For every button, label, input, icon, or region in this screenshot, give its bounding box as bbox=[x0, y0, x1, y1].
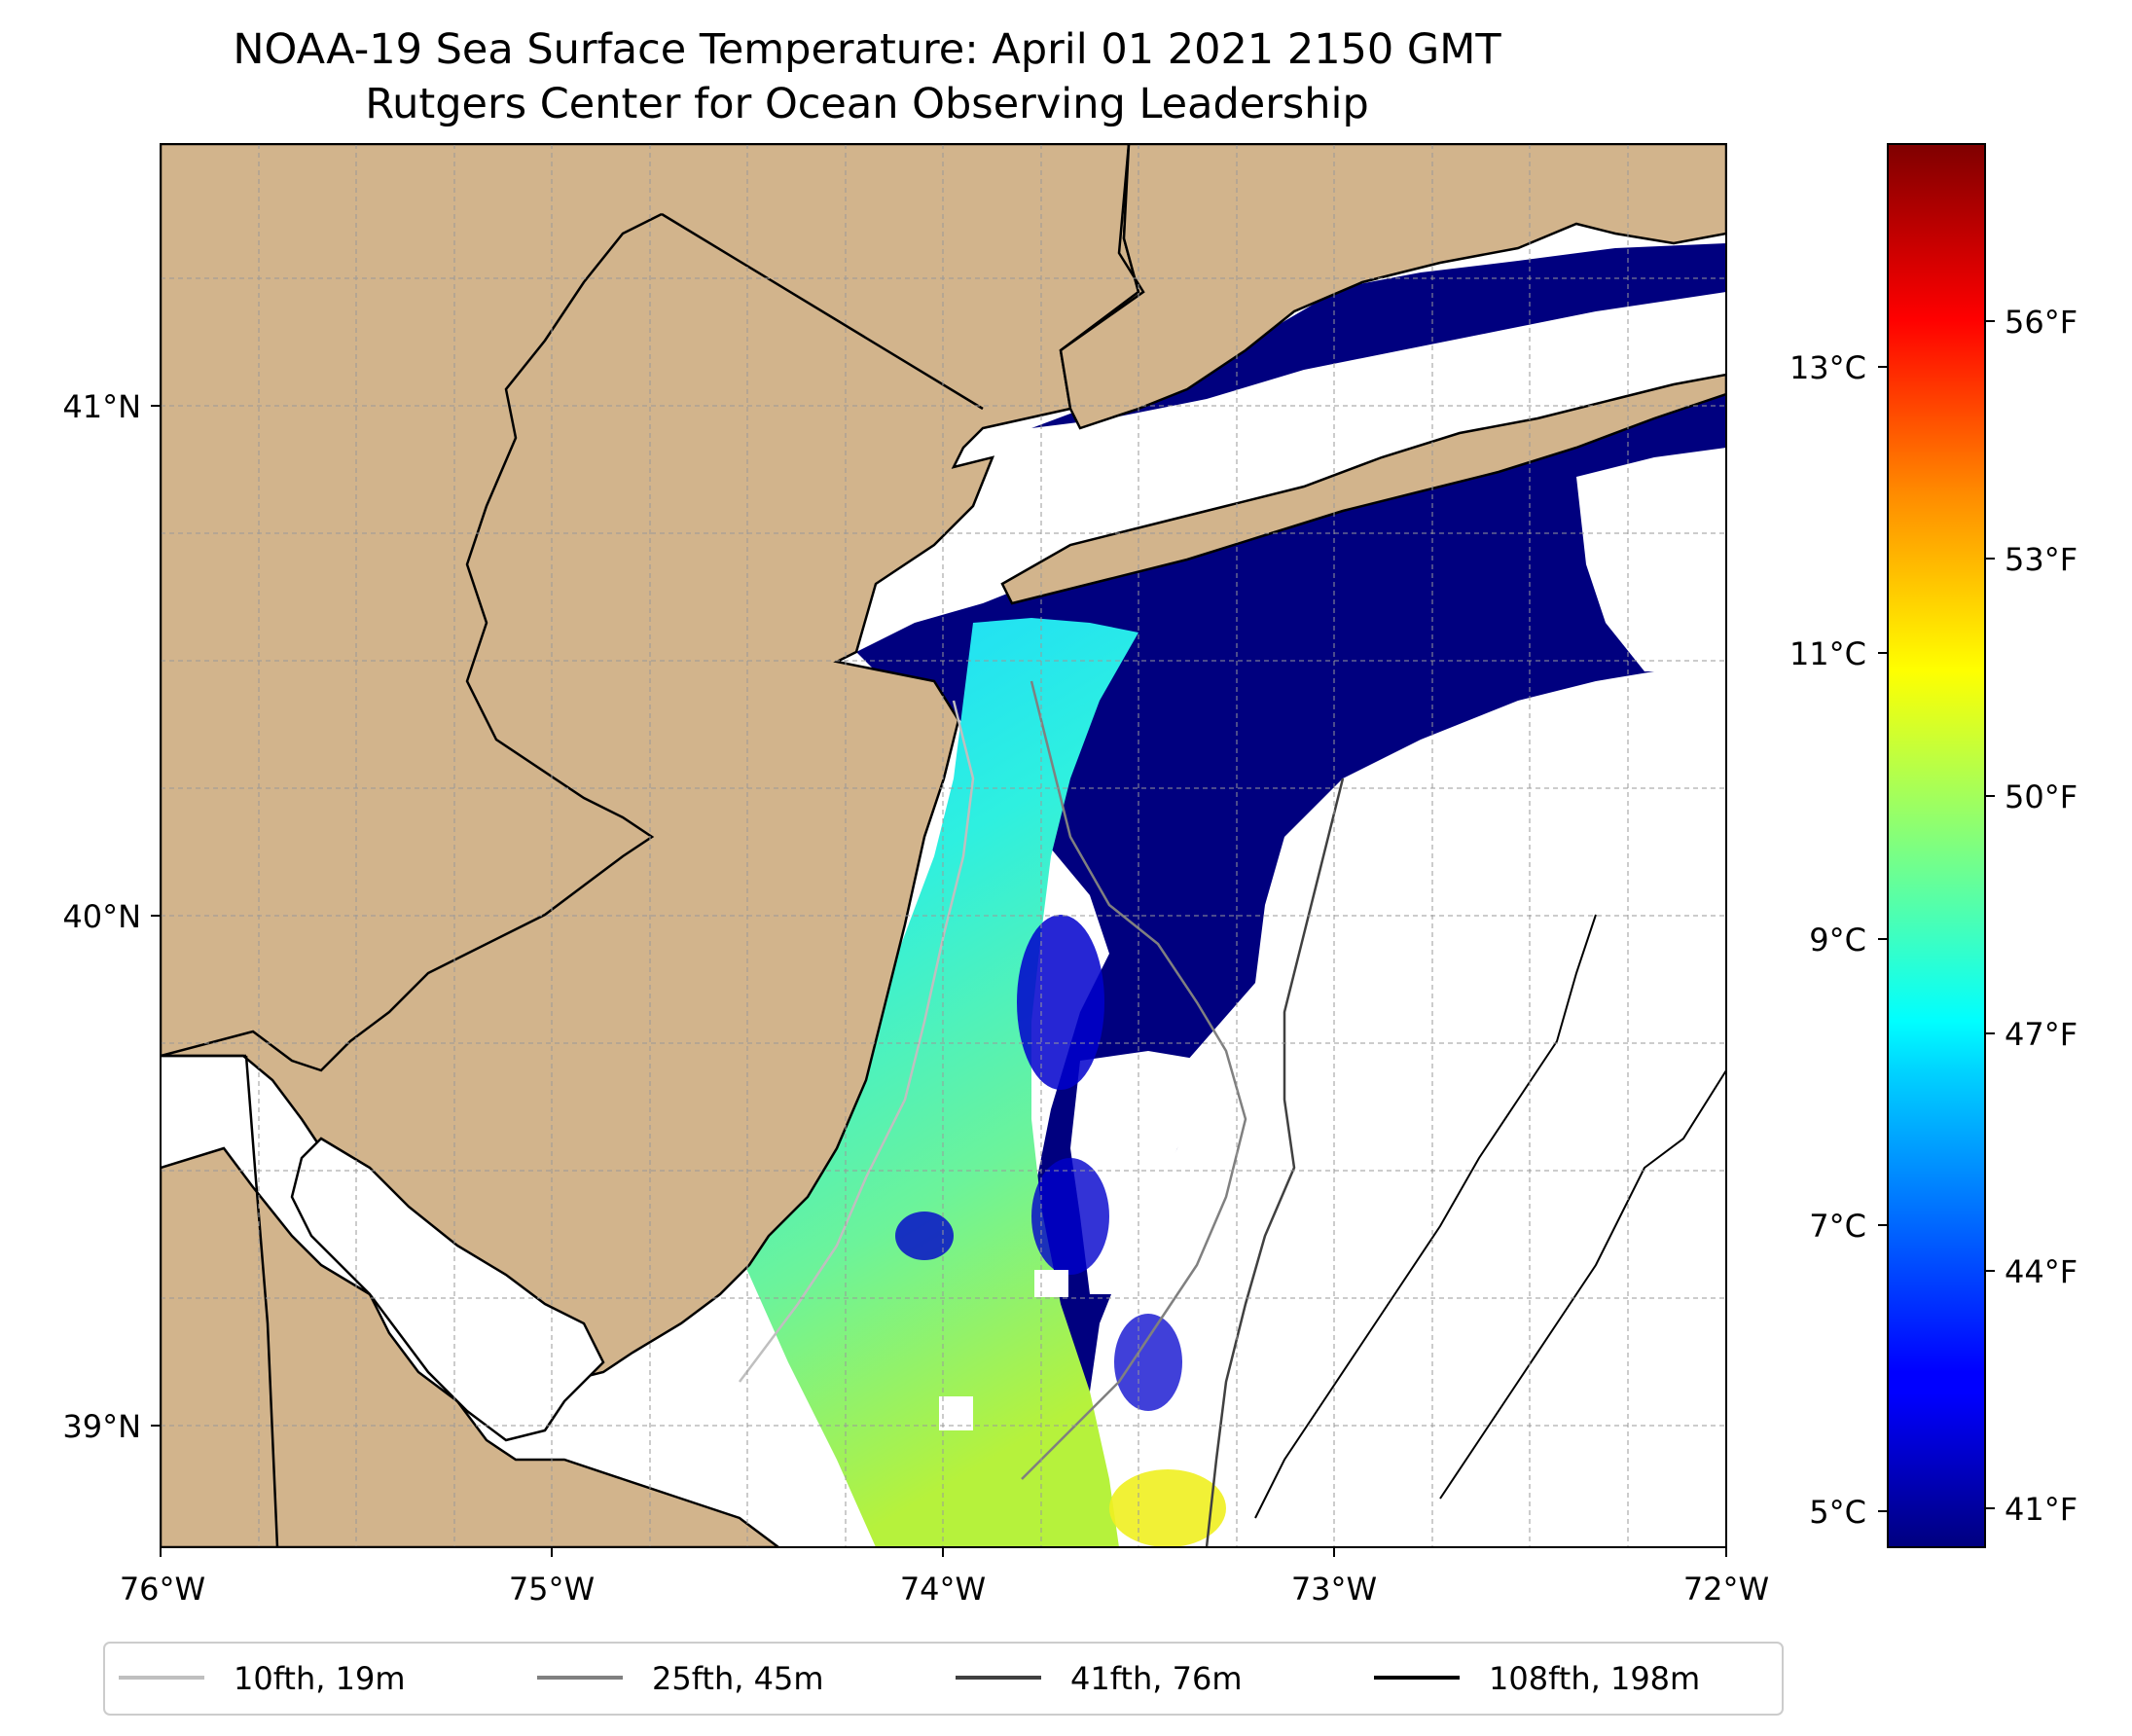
state-boundary bbox=[1060, 144, 1145, 352]
lon-tick-label: 76°W bbox=[120, 1571, 205, 1608]
land-delmarva bbox=[161, 1146, 781, 1547]
contour-41fth bbox=[1205, 778, 1345, 1547]
colorbar-fahrenheit-label: 50°F bbox=[2005, 778, 2078, 815]
sst-cold-region-north bbox=[856, 243, 1726, 1401]
colorbar bbox=[1887, 143, 1986, 1548]
colorbar-celsius-label: 7°C bbox=[1809, 1208, 1866, 1245]
colorbar-fahrenheit-label: 44°F bbox=[2005, 1253, 2078, 1290]
cloud-gap-small bbox=[939, 1396, 973, 1430]
map-title: NOAA-19 Sea Surface Temperature: April 0… bbox=[233, 25, 1501, 74]
colorbar-celsius-label: 9°C bbox=[1809, 922, 1866, 958]
legend-box bbox=[103, 1642, 1784, 1716]
colorbar-fahrenheit-label: 47°F bbox=[2005, 1016, 2078, 1053]
lon-tick-label: 74°W bbox=[900, 1571, 986, 1608]
sst-cold-patch bbox=[1114, 1314, 1182, 1411]
lat-tick-label: 41°N bbox=[62, 388, 141, 425]
lon-tick-label: 73°W bbox=[1291, 1571, 1377, 1608]
delaware-bay bbox=[290, 1137, 605, 1442]
lon-tick-label: 75°W bbox=[509, 1571, 595, 1608]
colorbar-celsius-label: 13°C bbox=[1789, 349, 1866, 386]
legend-label-108fth: 108fth, 198m bbox=[1489, 1660, 1700, 1697]
legend-label-10fth: 10fth, 19m bbox=[234, 1660, 405, 1697]
colorbar-celsius-label: 5°C bbox=[1809, 1494, 1866, 1531]
colorbar-fahrenheit-label: 53°F bbox=[2005, 541, 2078, 578]
cloud-gap-small bbox=[1034, 1270, 1068, 1297]
sst-cold-patch bbox=[1017, 915, 1104, 1090]
state-boundary bbox=[244, 1055, 279, 1547]
axis-ticks bbox=[151, 405, 1727, 1557]
colorbar-fahrenheit-label: 41°F bbox=[2005, 1491, 2078, 1528]
sst-cold-patch bbox=[895, 1212, 954, 1260]
sst-warm-swath bbox=[744, 618, 1138, 1547]
contour-108fth bbox=[1254, 914, 1597, 1519]
map-area bbox=[161, 144, 1726, 1547]
state-boundary bbox=[661, 212, 984, 411]
colorbar-ticks bbox=[1878, 320, 1995, 1512]
colorbar-fahrenheit-label: 56°F bbox=[2005, 304, 2078, 341]
lon-tick-label: 72°W bbox=[1683, 1571, 1769, 1608]
land-long-island bbox=[1000, 373, 1726, 605]
state-boundary bbox=[161, 212, 663, 1072]
gridlines bbox=[161, 144, 1726, 1547]
contour-108fth bbox=[1439, 1069, 1726, 1500]
colorbar-celsius-label: 11°C bbox=[1789, 635, 1866, 672]
sst-cold-patch bbox=[1031, 1158, 1109, 1275]
contour-25fth bbox=[1021, 680, 1247, 1480]
contour-10fth bbox=[739, 700, 975, 1383]
legend-label-41fth: 41fth, 76m bbox=[1070, 1660, 1242, 1697]
cloud-gap-east bbox=[1576, 448, 1726, 671]
legend-label-25fth: 25fth, 45m bbox=[652, 1660, 823, 1697]
lat-tick-label: 39°N bbox=[62, 1408, 141, 1445]
lat-tick-label: 40°N bbox=[62, 898, 141, 935]
map-subtitle: Rutgers Center for Ocean Observing Leade… bbox=[365, 80, 1369, 128]
